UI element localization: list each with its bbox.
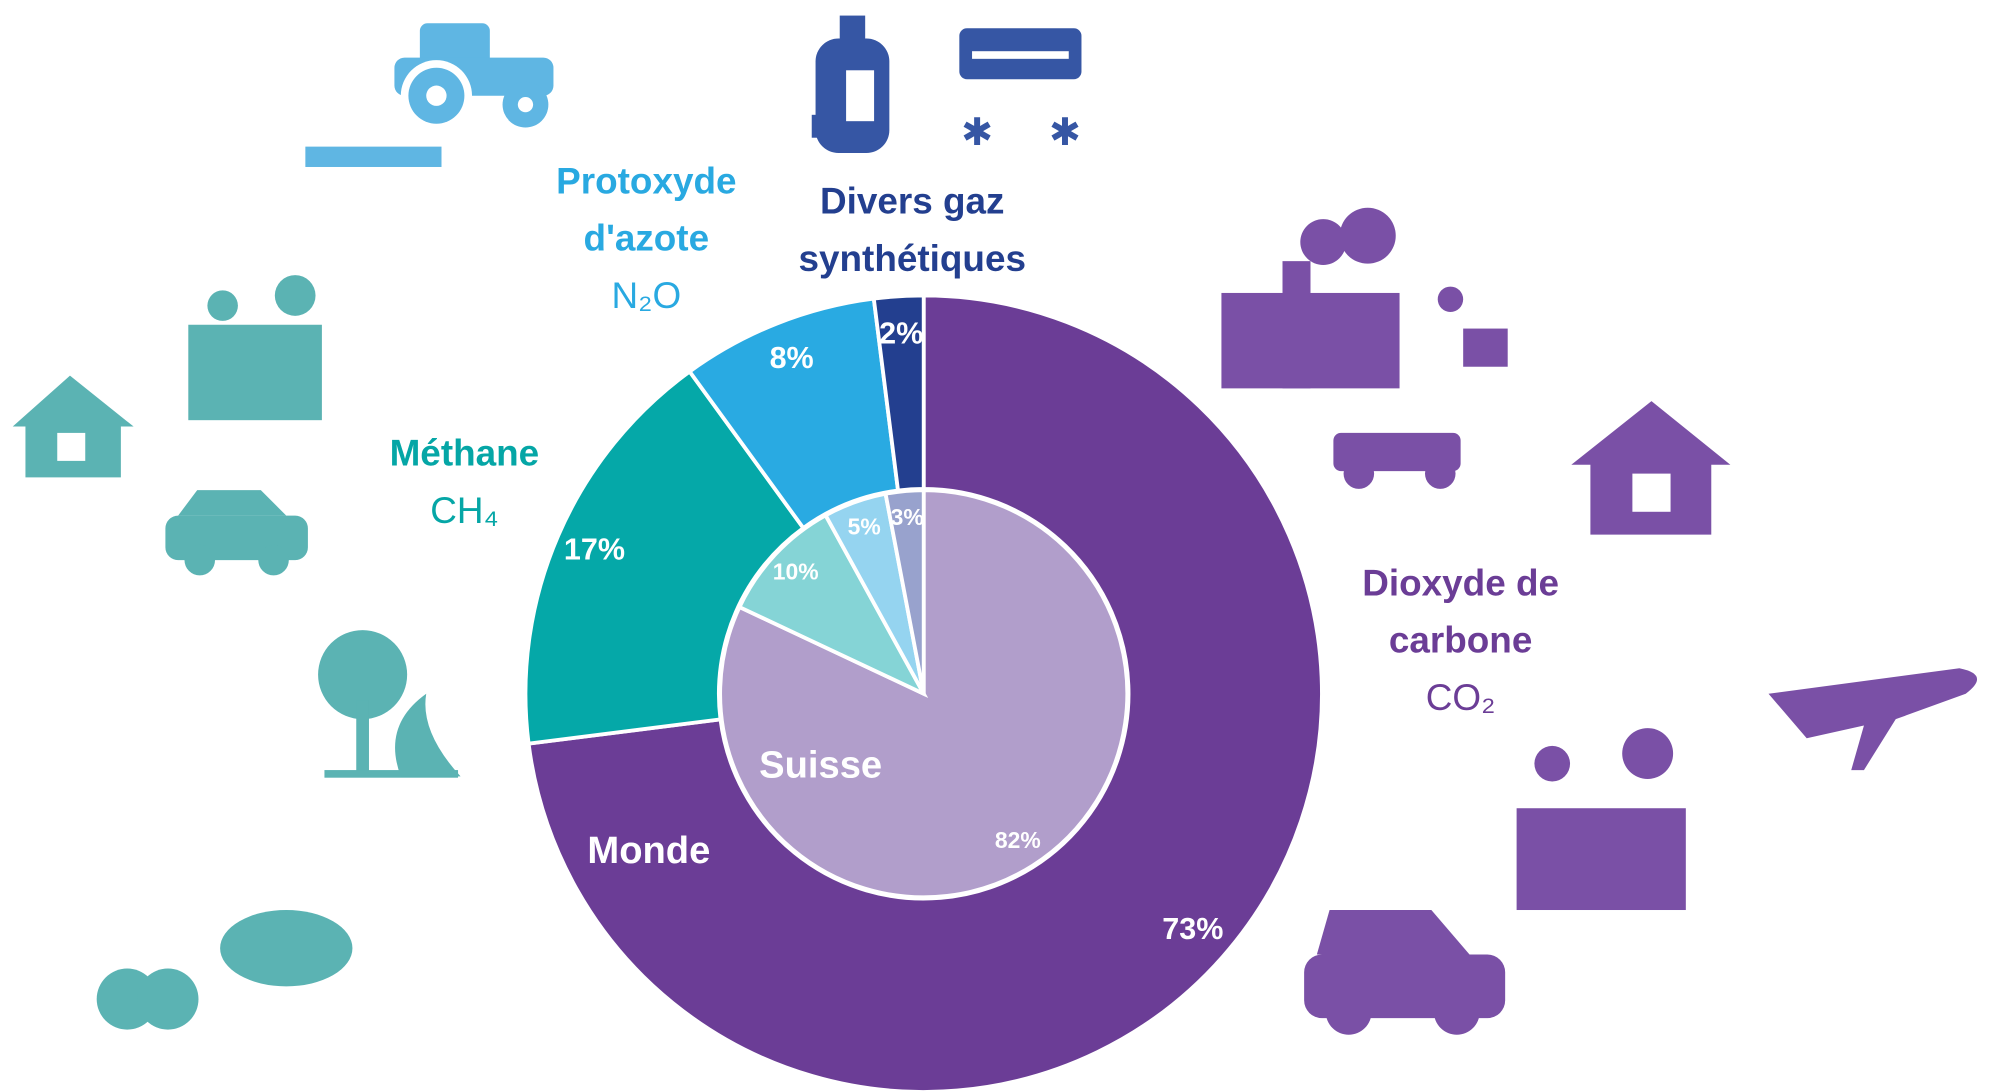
category-label: carbone	[1389, 620, 1532, 661]
category-label: d'azote	[584, 218, 710, 259]
category-label: Méthane	[390, 433, 540, 474]
value-label: 5%	[848, 514, 881, 540]
category-formula: CH₄	[430, 490, 498, 531]
tractor-icon	[305, 23, 553, 167]
svg-text:✱: ✱	[961, 111, 993, 154]
category-label: synthétiques	[799, 238, 1026, 279]
chart: ✱✱ 73%17%8%2%82%10%5%3%Dioxyde dec	[0, 0, 1995, 1091]
ac-icon: ✱✱	[959, 28, 1081, 154]
purple-icons	[1221, 208, 1977, 1035]
value-label: 17%	[564, 532, 625, 566]
value-label: 73%	[1162, 912, 1223, 946]
value-label: 8%	[770, 341, 814, 375]
teal-icons	[13, 275, 461, 1029]
value-label: 2%	[879, 317, 923, 351]
series-name: Monde	[587, 829, 710, 872]
value-label: 3%	[891, 504, 924, 530]
category-label: Protoxyde	[556, 160, 736, 201]
category-label: Dioxyde de	[1362, 562, 1559, 603]
value-label: 82%	[995, 827, 1041, 853]
value-label: 10%	[773, 559, 819, 585]
page: ✱✱ 73%17%8%2%82%10%5%3%Dioxyde dec	[0, 0, 1995, 1091]
extinguisher-icon	[812, 16, 890, 153]
category-label: Divers gaz	[820, 181, 1004, 222]
category-formula: CO₂	[1426, 677, 1496, 718]
series-name: Suisse	[759, 744, 882, 787]
svg-text:✱: ✱	[1049, 111, 1081, 154]
category-formula: N₂O	[612, 275, 682, 316]
